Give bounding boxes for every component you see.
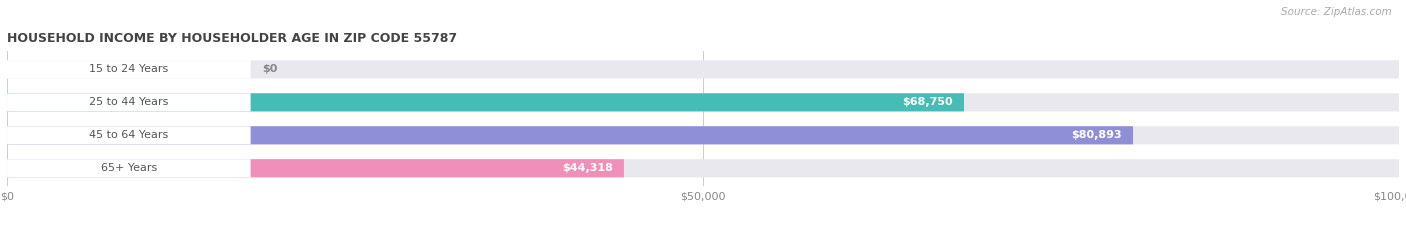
FancyBboxPatch shape [7, 159, 250, 177]
FancyBboxPatch shape [7, 60, 250, 79]
Text: 65+ Years: 65+ Years [101, 163, 157, 173]
Text: 25 to 44 Years: 25 to 44 Years [89, 97, 169, 107]
FancyBboxPatch shape [7, 126, 250, 144]
FancyBboxPatch shape [7, 126, 1399, 144]
FancyBboxPatch shape [7, 93, 965, 111]
Text: HOUSEHOLD INCOME BY HOUSEHOLDER AGE IN ZIP CODE 55787: HOUSEHOLD INCOME BY HOUSEHOLDER AGE IN Z… [7, 31, 457, 45]
Text: $68,750: $68,750 [903, 97, 953, 107]
Text: 45 to 64 Years: 45 to 64 Years [89, 130, 169, 140]
Text: Source: ZipAtlas.com: Source: ZipAtlas.com [1281, 7, 1392, 17]
Text: 15 to 24 Years: 15 to 24 Years [89, 64, 169, 74]
FancyBboxPatch shape [7, 93, 1399, 111]
Text: $0: $0 [262, 64, 277, 74]
Text: $80,893: $80,893 [1071, 130, 1122, 140]
FancyBboxPatch shape [7, 126, 1133, 144]
FancyBboxPatch shape [7, 60, 1399, 79]
FancyBboxPatch shape [7, 93, 250, 111]
FancyBboxPatch shape [7, 159, 1399, 177]
FancyBboxPatch shape [7, 159, 624, 177]
Text: $44,318: $44,318 [562, 163, 613, 173]
